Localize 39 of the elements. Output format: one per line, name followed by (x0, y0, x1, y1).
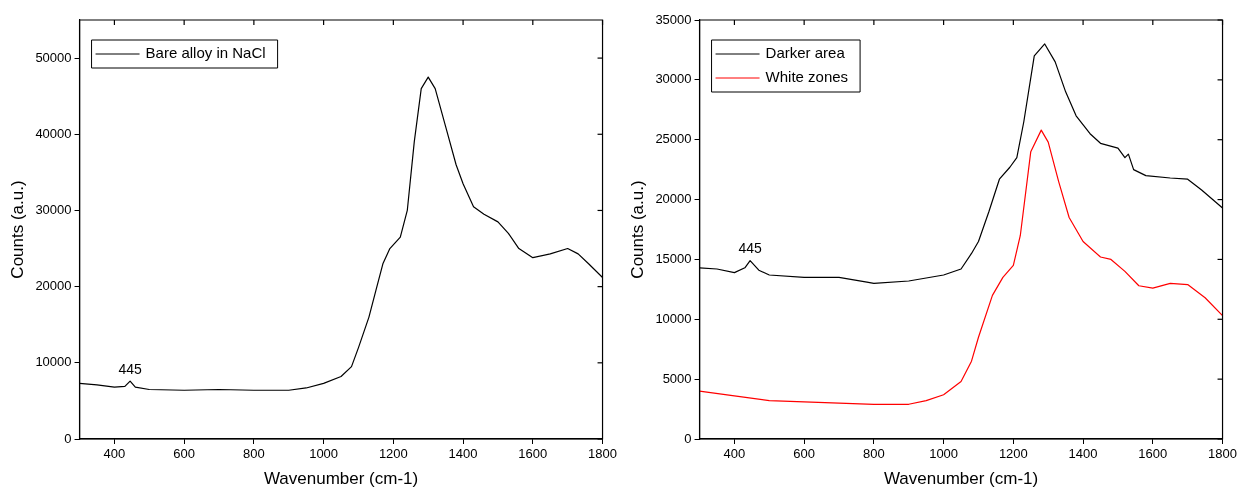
annotation: 445 (118, 360, 142, 377)
y-tick-label: 0 (64, 430, 72, 446)
x-tick-label: 1800 (588, 446, 617, 462)
x-tick-label: 1000 (309, 446, 339, 462)
y-tick-label: 10000 (655, 310, 692, 326)
x-tick-label: 1400 (1068, 446, 1098, 462)
y-tick-label: 40000 (35, 125, 72, 141)
y-tick-label: 30000 (35, 202, 72, 218)
x-tick-label: 1600 (518, 446, 548, 462)
x-tick-label: 1000 (929, 446, 959, 462)
legend-label: Bare alloy in NaCl (145, 44, 266, 62)
x-tick-label: 1600 (1138, 446, 1168, 462)
y-tick-label: 15000 (655, 251, 692, 267)
x-tick-label: 1200 (378, 446, 408, 462)
y-tick-label: 5000 (662, 370, 692, 386)
y-tick-label: 20000 (655, 191, 692, 207)
legend-label: White zones (765, 68, 849, 86)
y-tick-label: 30000 (655, 71, 692, 87)
x-axis-title: Wavenumber (cm-1) (883, 469, 1039, 489)
y-tick-label: 50000 (35, 49, 72, 65)
x-tick-label: 1800 (1208, 446, 1237, 462)
legend-label: Darker area (765, 44, 846, 62)
y-tick-label: 35000 (655, 11, 692, 27)
x-tick-label: 1400 (448, 446, 478, 462)
x-tick-label: 600 (793, 446, 815, 462)
y-axis-title: Counts (a.u.) (627, 180, 647, 279)
x-tick-label: 1200 (998, 446, 1028, 462)
x-tick-label: 600 (173, 446, 195, 462)
y-tick-label: 20000 (35, 278, 72, 294)
x-tick-label: 800 (243, 446, 265, 462)
x-axis-title: Wavenumber (cm-1) (263, 469, 419, 489)
annotation: 445 (738, 240, 762, 257)
y-tick-label: 25000 (655, 131, 692, 147)
x-tick-label: 400 (103, 446, 126, 462)
y-axis-title: Counts (a.u.) (7, 180, 27, 279)
y-tick-label: 0 (684, 430, 692, 446)
x-tick-label: 400 (723, 446, 746, 462)
x-tick-label: 800 (863, 446, 885, 462)
y-tick-label: 10000 (35, 354, 72, 370)
